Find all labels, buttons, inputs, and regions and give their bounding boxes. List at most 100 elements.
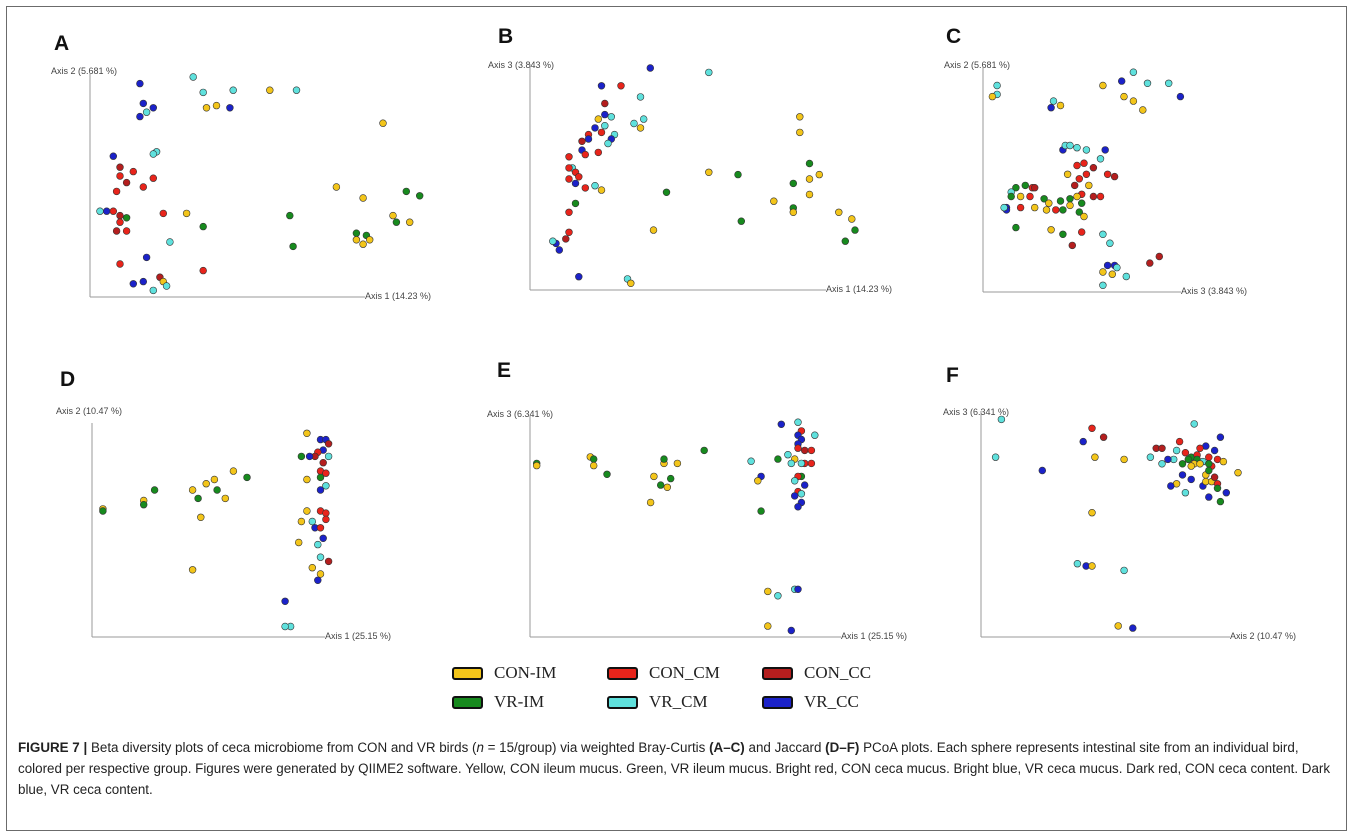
data-point-e-32 [747, 457, 755, 465]
data-point-c-34 [1073, 192, 1081, 201]
data-point-a-16 [109, 152, 117, 160]
y-axis-label-b: Axis 3 (3.843 %) [488, 60, 555, 70]
data-point-b-37 [597, 186, 606, 194]
data-point-d-44 [308, 564, 317, 572]
data-point-d-40 [319, 534, 327, 543]
legend-label: VR_CM [649, 692, 708, 711]
data-point-f-45 [1178, 471, 1187, 479]
data-point-d-18 [324, 440, 333, 448]
legend-item-con-cm: CON_CM [607, 663, 720, 683]
data-point-f-54 [1073, 560, 1082, 568]
x-axis-label-b: Axis 1 (14.23 %) [826, 284, 893, 294]
data-point-c-72 [1099, 268, 1107, 276]
legend-item-con-im: CON-IM [452, 663, 556, 683]
data-point-d-13 [243, 473, 251, 482]
data-point-e-1 [777, 420, 785, 428]
data-point-d-12 [229, 467, 238, 475]
data-point-e-14 [787, 459, 795, 468]
data-point-b-30 [575, 173, 583, 181]
data-point-d-10 [221, 494, 230, 503]
data-point-a-58 [149, 286, 158, 295]
data-point-b-50 [848, 215, 856, 223]
data-point-f-31 [1120, 455, 1128, 464]
data-point-f-36 [1205, 460, 1213, 468]
panel-letter-e: E [497, 359, 512, 382]
data-point-d-46 [314, 576, 322, 585]
data-point-c-57 [1059, 206, 1067, 214]
data-point-c-20 [1101, 146, 1109, 154]
data-point-c-59 [1080, 212, 1088, 221]
data-point-c-2 [988, 92, 997, 101]
data-point-a-55 [139, 277, 147, 286]
data-point-e-48 [794, 585, 802, 594]
data-point-c-68 [1146, 259, 1154, 267]
data-point-f-51 [1216, 497, 1225, 506]
data-point-b-25 [581, 150, 589, 159]
panel-letter-b: B [498, 25, 514, 48]
data-point-d-8 [202, 479, 210, 488]
caption-text-2: = 15/group) via weighted Bray-Curtis [483, 740, 710, 755]
data-point-f-12 [1172, 446, 1181, 455]
data-point-d-6 [194, 494, 202, 503]
data-point-a-33 [182, 209, 191, 218]
panel-letter-c: C [946, 25, 962, 48]
data-point-c-40 [1030, 183, 1039, 192]
x-axis-label-e: Axis 1 (25.15 %) [841, 631, 908, 641]
data-point-e-31 [646, 498, 655, 507]
data-point-d-26 [322, 469, 330, 477]
data-point-c-60 [1012, 223, 1020, 232]
data-point-b-11 [601, 121, 609, 130]
data-point-d-22 [305, 452, 314, 461]
data-point-f-7 [1190, 420, 1198, 428]
data-point-f-41 [1210, 473, 1219, 481]
data-point-e-11 [774, 455, 782, 463]
data-point-c-0 [993, 81, 1001, 90]
data-point-a-52 [199, 266, 207, 275]
data-point-c-25 [1063, 170, 1072, 179]
data-point-c-18 [1073, 143, 1081, 152]
data-point-a-50 [142, 253, 151, 262]
data-point-c-43 [1016, 192, 1025, 201]
legend-label: CON_CC [804, 663, 872, 682]
data-point-a-8 [292, 86, 301, 94]
data-point-f-39 [1205, 466, 1213, 475]
legend-swatch [607, 666, 638, 680]
data-point-a-36 [286, 211, 294, 220]
data-point-e-28 [650, 472, 658, 481]
data-point-e-20 [589, 455, 598, 463]
data-point-f-1 [991, 453, 1000, 461]
data-point-a-48 [352, 236, 361, 244]
panel-letter-d: D [60, 368, 76, 391]
data-point-b-29 [565, 164, 573, 172]
data-point-f-2 [1088, 424, 1096, 432]
caption-text-3: and Jaccard [744, 740, 826, 755]
data-point-a-7 [266, 86, 274, 94]
scatter-plot-c [982, 66, 1185, 293]
caption-figure-label: FIGURE 7 | [18, 740, 88, 755]
data-point-c-47 [1056, 197, 1065, 205]
figure-frame [6, 6, 1347, 831]
legend-swatch [762, 666, 793, 680]
data-point-e-9 [807, 446, 816, 455]
data-point-c-48 [1077, 199, 1086, 207]
data-point-c-12 [1047, 103, 1055, 112]
x-axis-label-f: Axis 2 (10.47 %) [1230, 631, 1297, 641]
data-point-a-51 [116, 260, 124, 268]
data-point-c-73 [1108, 270, 1117, 278]
data-point-b-10 [594, 115, 603, 123]
data-point-e-8 [801, 446, 809, 455]
data-point-c-66 [1068, 241, 1077, 250]
data-point-b-26 [565, 153, 573, 161]
data-point-c-69 [1103, 261, 1112, 270]
data-point-c-53 [1016, 203, 1025, 212]
data-point-e-43 [794, 503, 802, 511]
data-point-e-15 [797, 459, 806, 468]
data-point-e-40 [797, 490, 806, 498]
data-point-c-63 [1077, 228, 1086, 236]
data-point-e-22 [603, 470, 611, 478]
data-point-b-51 [737, 217, 746, 225]
data-point-f-33 [1158, 460, 1166, 468]
data-point-c-26 [1082, 170, 1091, 179]
data-point-e-7 [794, 444, 802, 452]
data-point-d-3 [139, 500, 148, 509]
